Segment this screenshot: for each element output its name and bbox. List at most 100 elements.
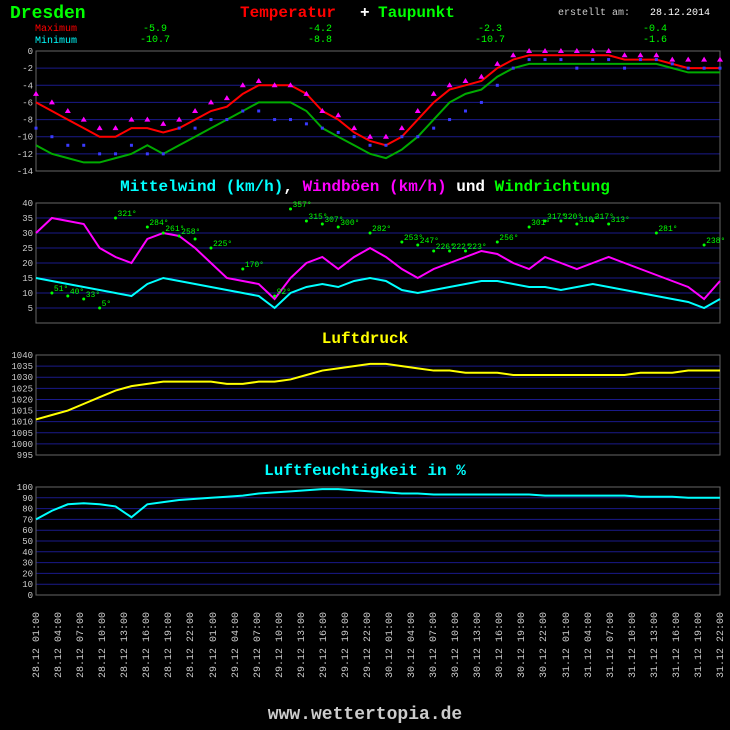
svg-text:15: 15: [22, 274, 33, 284]
x-tick-label: 28.12 19:00: [164, 612, 175, 678]
day-stat-0: -5.9-10.7: [130, 24, 180, 46]
x-tick-label: 31.12 10:00: [628, 612, 639, 678]
svg-text:1040: 1040: [11, 351, 33, 361]
svg-text:10: 10: [22, 289, 33, 299]
svg-text:282°: 282°: [372, 225, 391, 234]
x-tick-label: 30.12 16:00: [495, 612, 506, 678]
header: Dresden Temperatur + Taupunkt erstellt a…: [0, 2, 730, 42]
svg-text:30: 30: [22, 559, 33, 569]
day-stat-3: -0.4-1.6: [630, 24, 680, 46]
x-tick-label: 31.12 07:00: [606, 612, 617, 678]
pressure-title: Luftdruck: [0, 330, 730, 348]
x-tick-label: 29.12 22:00: [363, 612, 374, 678]
svg-text:1000: 1000: [11, 440, 33, 450]
svg-text:313°: 313°: [611, 216, 630, 225]
x-tick-label: 29.12 13:00: [297, 612, 308, 678]
svg-text:50: 50: [22, 537, 33, 547]
x-tick-label: 30.12 04:00: [407, 612, 418, 678]
x-tick-label: 31.12 01:00: [562, 612, 573, 678]
svg-text:1020: 1020: [11, 395, 33, 405]
svg-text:30: 30: [22, 229, 33, 239]
svg-text:1010: 1010: [11, 418, 33, 428]
svg-text:-2: -2: [22, 64, 33, 74]
svg-text:33°: 33°: [86, 291, 100, 300]
x-tick-label: 30.12 10:00: [451, 612, 462, 678]
svg-text:-6: -6: [22, 98, 33, 108]
weather-dashboard: Dresden Temperatur + Taupunkt erstellt a…: [0, 0, 730, 730]
svg-text:258°: 258°: [181, 228, 200, 237]
x-tick-label: 29.12 10:00: [275, 612, 286, 678]
title-separator: +: [360, 4, 370, 22]
svg-text:0: 0: [28, 591, 33, 600]
svg-text:70: 70: [22, 515, 33, 525]
x-tick-label: 30.12 07:00: [429, 612, 440, 678]
x-tick-label: 28.12 22:00: [186, 612, 197, 678]
svg-text:-12: -12: [17, 150, 33, 160]
x-tick-label: 31.12 19:00: [694, 612, 705, 678]
svg-text:40°: 40°: [70, 288, 84, 297]
svg-text:0: 0: [28, 47, 33, 57]
x-tick-label: 29.12 16:00: [319, 612, 330, 678]
svg-text:-14: -14: [17, 167, 33, 176]
wind-title: Mittelwind (km/h), Windböen (km/h) und W…: [0, 178, 730, 196]
svg-text:1025: 1025: [11, 384, 33, 394]
x-tick-label: 29.12 07:00: [253, 612, 264, 678]
svg-text:1005: 1005: [11, 429, 33, 439]
x-tick-label: 28.12 13:00: [120, 612, 131, 678]
svg-text:5°: 5°: [102, 300, 112, 309]
svg-text:90: 90: [22, 494, 33, 504]
svg-text:223°: 223°: [467, 243, 486, 252]
x-tick-label: 29.12 01:00: [209, 612, 220, 678]
max-label: Maximum: [35, 24, 77, 35]
footer-url: www.wettertopia.de: [0, 705, 730, 725]
pressure-chart: 10401035103010251020 1015101010051000995: [0, 350, 730, 460]
svg-text:51°: 51°: [54, 285, 68, 294]
temperature-chart: 0 -2 -4 -6 -8 -10 -12 -14: [0, 46, 730, 176]
title-dewpoint: Taupunkt: [378, 4, 455, 22]
svg-text:256°: 256°: [499, 234, 518, 243]
svg-text:300°: 300°: [340, 219, 359, 228]
svg-text:60: 60: [22, 526, 33, 536]
x-tick-label: 28.12 07:00: [76, 612, 87, 678]
x-tick-label: 30.12 01:00: [385, 612, 396, 678]
svg-text:1015: 1015: [11, 407, 33, 417]
svg-text:80: 80: [22, 505, 33, 515]
svg-text:357°: 357°: [293, 201, 312, 210]
humidity-chart: 1009080706050403020100: [0, 482, 730, 600]
svg-text:170°: 170°: [245, 261, 264, 270]
svg-text:281°: 281°: [658, 225, 677, 234]
wind-chart: 40353025201510551°40°33°5°321°284°261°25…: [0, 198, 730, 328]
svg-text:-4: -4: [22, 81, 33, 91]
svg-text:25: 25: [22, 244, 33, 254]
svg-text:35: 35: [22, 214, 33, 224]
created-label: erstellt am:: [558, 8, 630, 19]
x-tick-label: 30.12 22:00: [539, 612, 550, 678]
x-tick-label: 28.12 01:00: [32, 612, 43, 678]
x-tick-label: 31.12 13:00: [650, 612, 661, 678]
day-stat-2: -2.3-10.7: [465, 24, 515, 46]
svg-text:1035: 1035: [11, 362, 33, 372]
x-tick-label: 30.12 19:00: [517, 612, 528, 678]
svg-text:1030: 1030: [11, 373, 33, 383]
svg-text:40: 40: [22, 199, 33, 209]
day-stat-1: -4.2-8.8: [295, 24, 345, 46]
x-tick-label: 30.12 13:00: [473, 612, 484, 678]
humidity-title: Luftfeuchtigkeit in %: [0, 462, 730, 480]
svg-text:238°: 238°: [706, 237, 725, 246]
svg-text:-8: -8: [22, 116, 33, 126]
x-tick-label: 28.12 04:00: [54, 612, 65, 678]
x-tick-label: 29.12 19:00: [341, 612, 352, 678]
svg-text:20: 20: [22, 259, 33, 269]
svg-text:20: 20: [22, 569, 33, 579]
x-axis-labels: 28.12 01:0028.12 04:0028.12 07:0028.12 1…: [36, 612, 720, 702]
svg-text:92°: 92°: [277, 288, 291, 297]
svg-text:995: 995: [17, 451, 33, 460]
x-tick-label: 31.12 04:00: [584, 612, 595, 678]
created-date: 28.12.2014: [650, 8, 710, 19]
svg-text:225°: 225°: [213, 240, 232, 249]
x-tick-label: 29.12 04:00: [231, 612, 242, 678]
x-tick-label: 28.12 10:00: [98, 612, 109, 678]
x-tick-label: 28.12 16:00: [142, 612, 153, 678]
svg-text:100: 100: [17, 483, 33, 493]
svg-text:-10: -10: [17, 133, 33, 143]
